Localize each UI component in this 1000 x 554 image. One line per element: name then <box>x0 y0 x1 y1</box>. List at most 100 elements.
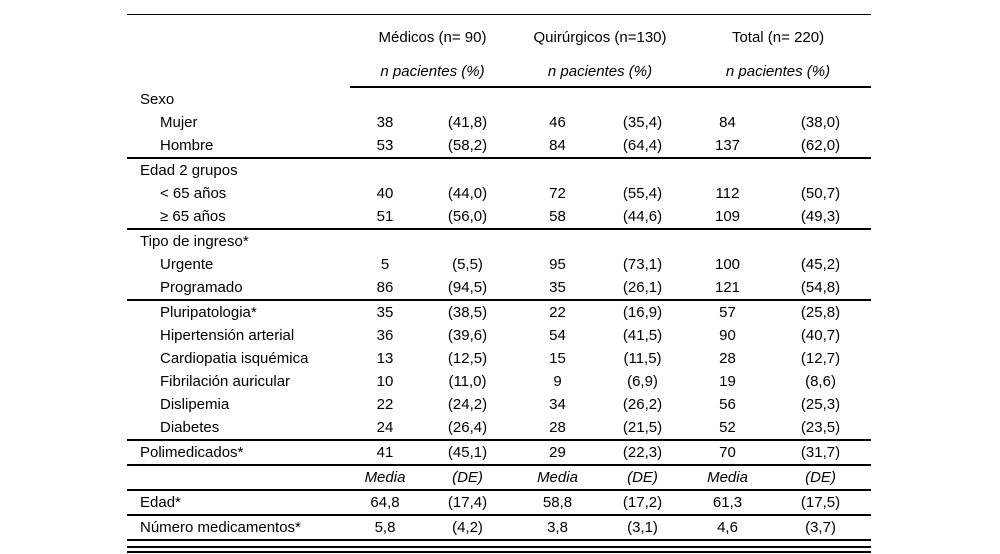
cell-value: (56,0) <box>420 205 515 230</box>
cell-value: 121 <box>685 276 771 301</box>
cell-value: 46 <box>549 114 566 131</box>
cell-value <box>600 229 685 253</box>
cell-value: 5 <box>380 256 390 273</box>
cell-value: (55,4) <box>622 185 663 202</box>
table-row: Diabetes 24 (26,4) 28 (21,5) 52 (23,5) <box>127 416 872 441</box>
cell-value: (17,5) <box>770 490 872 516</box>
cell-value: (45,1) <box>420 440 515 466</box>
cell-value: (17,4) <box>420 490 515 516</box>
cell-value: 29 <box>515 440 600 466</box>
cell-value <box>420 87 515 111</box>
cell-value: (11,0) <box>448 373 487 390</box>
table-body: Sexo Mujer 38 (41,8) 46 (35,4) 84 (38,0) Hombre 5… <box>127 87 872 541</box>
row-label: Hombre <box>127 134 350 159</box>
table-row: ≥ 65 años 51 (56,0) 58 (44,6) 109 (49,3) <box>127 205 872 230</box>
cell-value: 3,8 <box>515 515 600 541</box>
cell-value <box>685 87 770 111</box>
cell-value: (26,4) <box>420 416 515 441</box>
cell-value: (21,5) <box>600 416 686 441</box>
cell-value <box>770 229 871 253</box>
row-label: Diabetes <box>127 416 350 441</box>
cell-value: 57 <box>719 304 736 321</box>
cell-value: (26,2) <box>622 396 663 413</box>
table-row: Edad 2 grupos <box>127 158 871 182</box>
column-group-medicos: Médicos (n= 90) <box>378 29 487 46</box>
cell-value: (22,3) <box>600 440 686 466</box>
cell-value: (38,5) <box>447 304 488 321</box>
cell-value: (3,1) <box>600 515 686 541</box>
subheader-row: n pacientes (%) n pacientes (%) n pacien… <box>127 57 872 88</box>
cell-value <box>420 158 515 182</box>
cell-value: (DE) <box>770 465 872 491</box>
cell-value: 100 <box>715 256 741 273</box>
cell-value <box>515 229 600 253</box>
cell-value: 36 <box>376 327 394 344</box>
cell-value <box>515 87 600 111</box>
table-row: Pluripatologia* 35 (38,5) 22 (16,9) 57 (25,8) <box>127 300 871 324</box>
table-row: < 65 años 40 (44,0) 72 (55,4) 112 (50,7) <box>127 182 871 205</box>
group-header-row: Médicos (n= 90) Quirúrgicos (n=130) Tota… <box>127 15 871 58</box>
cell-value: (73,1) <box>622 256 663 273</box>
cell-value: 72 <box>549 185 566 202</box>
row-label: Polimedicados* <box>127 440 350 466</box>
row-label: < 65 años <box>160 185 227 202</box>
cell-value: 9 <box>553 373 562 390</box>
cell-value: (26,1) <box>600 276 686 301</box>
cell-value: 40 <box>376 185 394 202</box>
cell-value: Media <box>685 465 771 491</box>
row-label: Edad* <box>127 490 350 516</box>
cell-value: 56 <box>719 396 736 413</box>
cell-value: (31,7) <box>770 440 872 466</box>
cell-value: (64,4) <box>600 134 686 159</box>
table-row: Fibrilación auricular 10 (11,0) 9 (6,9) 19 (8,… <box>127 370 871 393</box>
cell-value: (25,3) <box>800 396 841 413</box>
cell-value: 58,8 <box>515 490 600 516</box>
table-row: Cardiopatia isquémica 13 (12,5) 15 (11,5) 28 (… <box>127 347 871 370</box>
cell-value: (5,5) <box>452 256 483 273</box>
cell-value: 13 <box>376 350 394 367</box>
cell-value <box>685 229 770 253</box>
cell-value: (50,7) <box>800 185 841 202</box>
row-label: Dislipemia <box>160 396 230 413</box>
cell-value: (25,8) <box>800 304 841 321</box>
cell-value <box>685 158 770 182</box>
cell-value: (45,2) <box>800 256 841 273</box>
cell-value <box>770 158 871 182</box>
table-row: Sexo <box>127 87 871 111</box>
table-bottom-double-rule <box>127 546 871 553</box>
cell-value: 22 <box>549 304 566 321</box>
subheader-quirurgicos: n pacientes (%) <box>515 57 686 88</box>
row-label: Hipertensión arterial <box>160 327 295 344</box>
cell-value: 52 <box>685 416 771 441</box>
patient-characteristics-table: Médicos (n= 90) Quirúrgicos (n=130) Tota… <box>127 14 872 553</box>
cell-value: 41 <box>350 440 420 466</box>
table-row: Programado 86 (94,5) 35 (26,1) 121 (54,8) <box>127 276 872 301</box>
cell-value: (44,0) <box>447 185 488 202</box>
cell-value: (39,6) <box>447 327 488 344</box>
table-row: Hipertensión arterial 36 (39,6) 54 (41,5) 90 (… <box>127 324 871 347</box>
cell-value: 84 <box>515 134 600 159</box>
cell-value <box>420 229 515 253</box>
subheader-stub-cell <box>127 57 350 87</box>
cell-value: 35 <box>515 276 600 301</box>
cell-value: (16,9) <box>622 304 663 321</box>
cell-value: (3,7) <box>770 515 872 541</box>
cell-value: 54 <box>549 327 566 344</box>
row-label: Mujer <box>160 114 198 131</box>
row-label: Pluripatologia* <box>160 304 257 321</box>
cell-value: 51 <box>350 205 420 230</box>
cell-value: (6,9) <box>627 373 658 390</box>
cell-value: Media <box>350 465 420 491</box>
table-row: Número medicamentos* 5,8 (4,2) 3,8 (3,1) 4,6(… <box>127 515 872 541</box>
cell-value: 24 <box>350 416 420 441</box>
cell-value <box>350 158 420 182</box>
cell-value: 4,6 <box>685 515 771 541</box>
cell-value: (24,2) <box>447 396 488 413</box>
cell-value <box>600 158 685 182</box>
cell-value: (44,6) <box>600 205 686 230</box>
cell-value: (DE) <box>600 465 686 491</box>
table-row: Urgente 5 (5,5) 95 (73,1) 100 (45,2) <box>127 253 871 276</box>
data-table: Médicos (n= 90) Quirúrgicos (n=130) Tota… <box>127 14 872 541</box>
cell-value: 35 <box>376 304 394 321</box>
